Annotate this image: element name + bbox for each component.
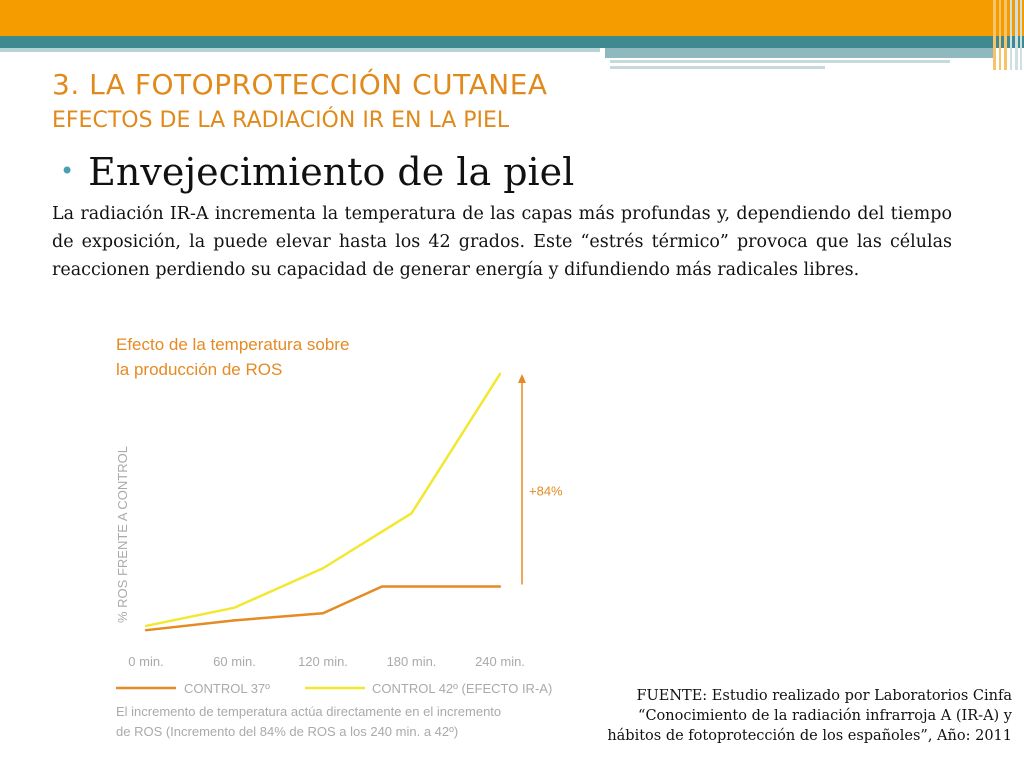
chart-title-line: la producción de ROS: [116, 360, 282, 379]
orange-header-band: [0, 0, 1024, 36]
annotation-label: +84%: [529, 483, 563, 498]
slide-title: 3. LA FOTOPROTECCIÓN CUTANEA: [52, 68, 548, 101]
header-accent-light: [0, 48, 600, 52]
x-tick-label: 60 min.: [213, 654, 256, 669]
data-point: [233, 606, 236, 609]
ros-chart: Efecto de la temperatura sobre la producc…: [115, 335, 563, 739]
x-tick-label: 0 min.: [128, 654, 163, 669]
annotation-arrow-head: [518, 374, 526, 383]
bullet-heading-text: Envejecimiento de la piel: [88, 150, 575, 194]
series-line: [145, 373, 502, 628]
x-tick-label: 120 min.: [298, 654, 348, 669]
source-line: FUENTE: Estudio realizado por Laboratori…: [636, 688, 1013, 704]
series-line: [145, 585, 500, 632]
slide-subtitle: EFECTOS DE LA RADIACIÓN IR EN LA PIEL: [52, 108, 510, 133]
bullet-heading: • Envejecimiento de la piel: [60, 150, 574, 194]
teal-header-band: [0, 36, 1024, 48]
header-accent-right: [605, 48, 995, 58]
header-accent-line: [610, 60, 950, 63]
source-line: “Conocimiento de la radiación infrarroja…: [638, 708, 1012, 724]
data-point: [144, 628, 148, 632]
data-point: [321, 567, 325, 570]
data-point: [410, 512, 413, 515]
y-axis-label: % ROS FRENTE A CONTROL: [115, 446, 130, 623]
data-point: [144, 624, 148, 628]
legend-label: CONTROL 42º (EFECTO IR-A): [372, 681, 552, 696]
header-accent-line-2: [610, 66, 825, 69]
body-paragraph: La radiación IR-A incrementa la temperat…: [52, 204, 952, 280]
source-citation: FUENTE: Estudio realizado por Laboratori…: [592, 686, 1012, 746]
x-tick-label: 180 min.: [387, 654, 437, 669]
chart-title-line: Efecto de la temperatura sobre: [116, 335, 349, 354]
source-line: hábitos de fotoprotección de los español…: [607, 728, 1012, 744]
x-tick-label: 240 min.: [475, 654, 525, 669]
data-point: [498, 372, 502, 376]
data-point: [321, 612, 325, 615]
bullet-dot-icon: •: [60, 157, 75, 185]
chart-caption-line: El incremento de temperatura actúa direc…: [116, 704, 501, 719]
chart-caption-line: de ROS (Incremento del 84% de ROS a los …: [116, 724, 458, 739]
legend-label: CONTROL 37º: [184, 681, 270, 696]
data-point: [498, 585, 502, 588]
data-point: [233, 619, 236, 622]
vertical-stripes: [993, 0, 1022, 70]
data-point: [380, 585, 384, 588]
